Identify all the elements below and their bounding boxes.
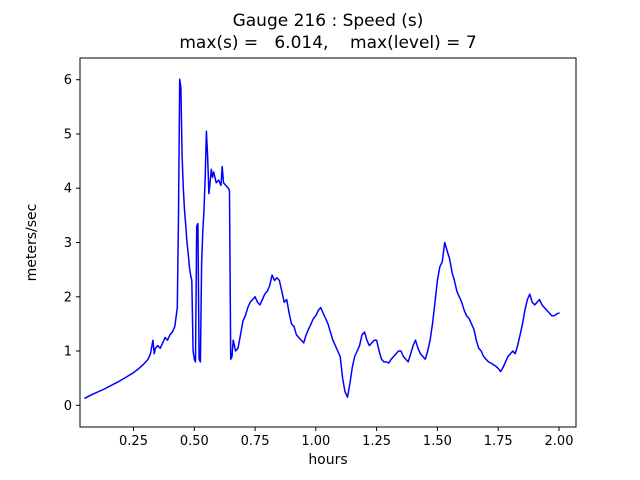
x-tick-label: 1.75 [484,434,513,449]
x-tick-label: 1.25 [362,434,391,449]
y-tick-label: 2 [64,290,72,305]
chart-title: Gauge 216 : Speed (s) [232,11,424,31]
chart-title-block: Gauge 216 : Speed (s) max(s) = 6.014, ma… [80,10,576,54]
y-tick-label: 5 [64,128,72,143]
x-tick-label: 2.00 [545,434,574,449]
y-tick-label: 6 [64,73,72,88]
x-tick-label: 0.25 [119,434,148,449]
y-tick-label: 3 [64,236,72,251]
x-tick-label: 0.75 [241,434,270,449]
x-tick-label: 1.50 [423,434,452,449]
y-tick-label: 0 [64,399,72,414]
y-axis-label: meters/sec [24,204,40,282]
chart-subtitle: max(s) = 6.014, max(level) = 7 [179,33,477,53]
y-tick-label: 1 [64,345,72,360]
axes-frame [79,57,577,428]
x-tick-label: 0.50 [180,434,209,449]
speed-line [84,78,560,399]
y-tick-label: 4 [64,182,72,197]
x-tick-label: 1.00 [301,434,330,449]
x-axis-label: hours [308,452,347,468]
